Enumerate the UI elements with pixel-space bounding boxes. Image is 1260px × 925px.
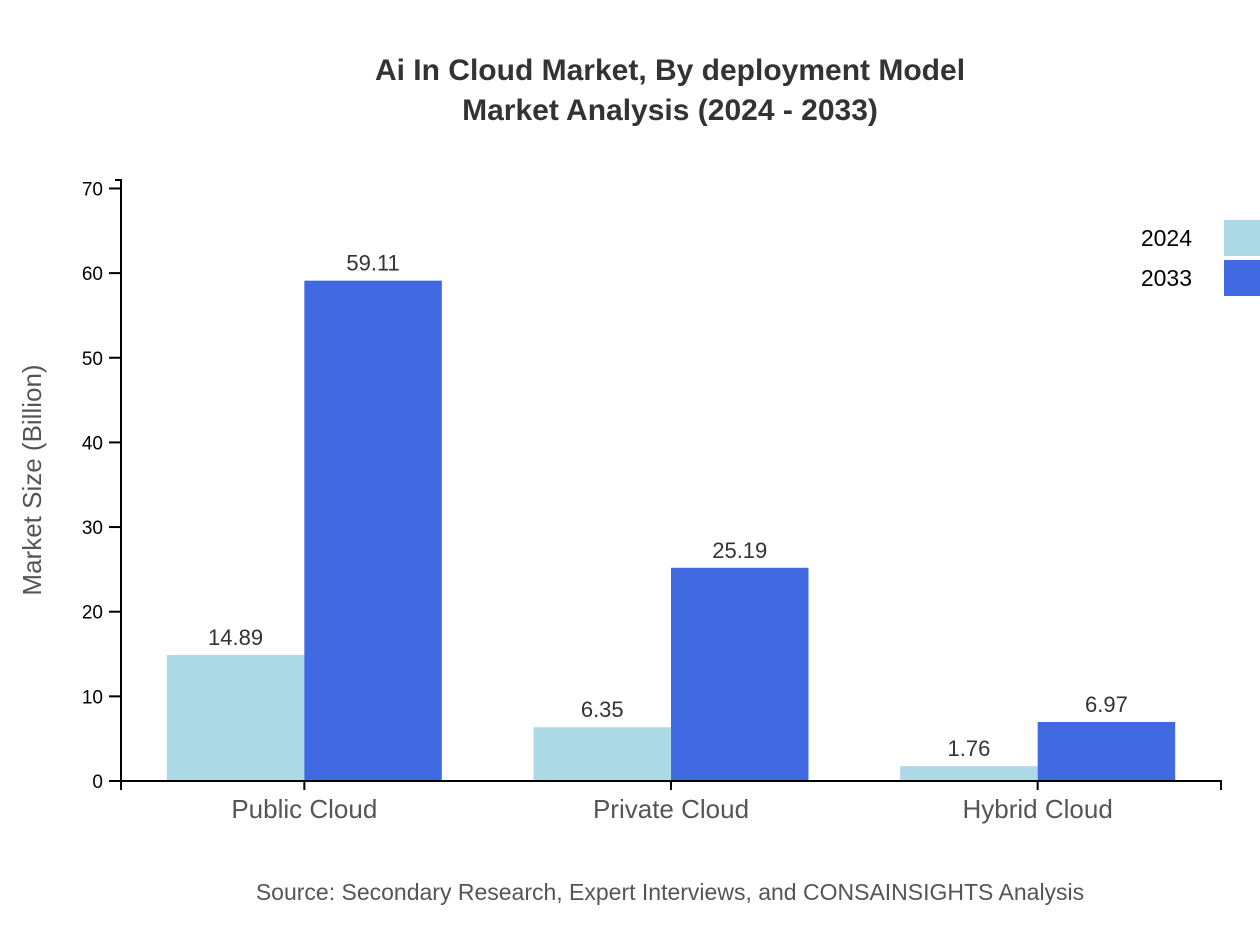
data-label: 6.35	[581, 697, 624, 722]
y-tick-label: 30	[82, 518, 103, 539]
legend-label-2033: 2033	[1141, 265, 1192, 291]
plot-area: 14.89 59.11 Public Cloud 6.35 25.19 Private C…	[82, 179, 1222, 824]
data-label: 1.76	[948, 736, 991, 761]
bar-hybrid-cloud-2033	[1037, 722, 1176, 781]
chart-title: Ai In Cloud Market, By deployment Model	[375, 54, 965, 87]
y-tick-label: 20	[82, 603, 103, 624]
y-tick-label: 10	[82, 687, 103, 708]
x-tick-label: Hybrid Cloud	[963, 794, 1113, 824]
bar-private-cloud-2024	[533, 727, 671, 781]
y-tick-label: 70	[82, 179, 103, 200]
y-tick-label: 40	[82, 433, 103, 454]
bar-public-cloud-2024	[166, 654, 305, 781]
data-label: 59.11	[346, 251, 399, 276]
y-tick-label: 0	[92, 772, 103, 793]
y-tick-label: 60	[82, 264, 103, 285]
data-label: 6.97	[1085, 692, 1128, 717]
data-label: 14.89	[208, 625, 263, 650]
x-tick-label: Private Cloud	[593, 794, 749, 824]
data-label: 25.19	[712, 538, 767, 563]
legend-label-2024: 2024	[1141, 225, 1192, 251]
legend-swatch-2033	[1224, 260, 1260, 296]
y-axis-label: Market Size (Billion)	[17, 364, 47, 595]
legend: 2024 2033	[1141, 220, 1260, 296]
legend-swatch-2024	[1224, 220, 1260, 256]
chart-subtitle: Market Analysis (2024 - 2033)	[462, 94, 878, 127]
source-note: Source: Secondary Research, Expert Inter…	[256, 879, 1084, 905]
bar-public-cloud-2033	[304, 280, 442, 781]
bar-hybrid-cloud-2024	[900, 766, 1038, 781]
x-tick-label: Public Cloud	[231, 794, 377, 824]
y-tick-label: 50	[82, 349, 103, 370]
bar-private-cloud-2033	[671, 567, 809, 781]
